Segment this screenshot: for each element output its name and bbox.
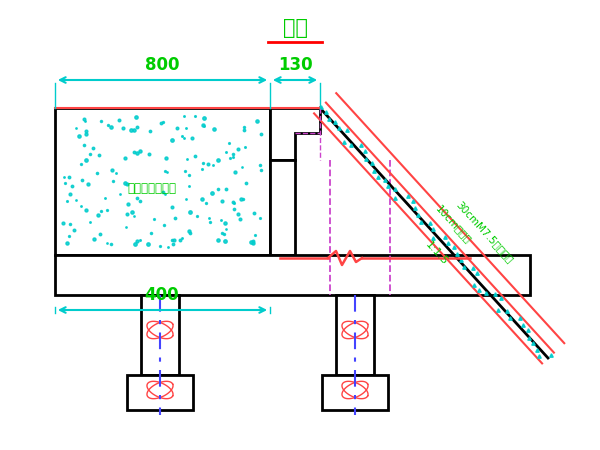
Bar (322, 375, 388, 410)
Text: 800: 800 (145, 56, 179, 74)
Text: 400: 400 (145, 286, 179, 304)
Text: 30cmM7.5浆砌片石: 30cmM7.5浆砌片石 (454, 200, 515, 265)
Polygon shape (55, 108, 270, 255)
Text: 130: 130 (278, 56, 313, 74)
Text: 1:1.5: 1:1.5 (424, 240, 450, 267)
Bar (141, 295, 179, 375)
Polygon shape (270, 160, 295, 255)
Polygon shape (270, 108, 320, 160)
Polygon shape (55, 255, 530, 295)
Bar (127, 375, 193, 410)
Text: 合背回填砂性土: 合背回填砂性土 (128, 181, 176, 194)
Text: 10cm砂垫层: 10cm砂垫层 (434, 203, 473, 246)
Text: 侧面: 侧面 (283, 18, 308, 38)
Bar (336, 295, 374, 375)
